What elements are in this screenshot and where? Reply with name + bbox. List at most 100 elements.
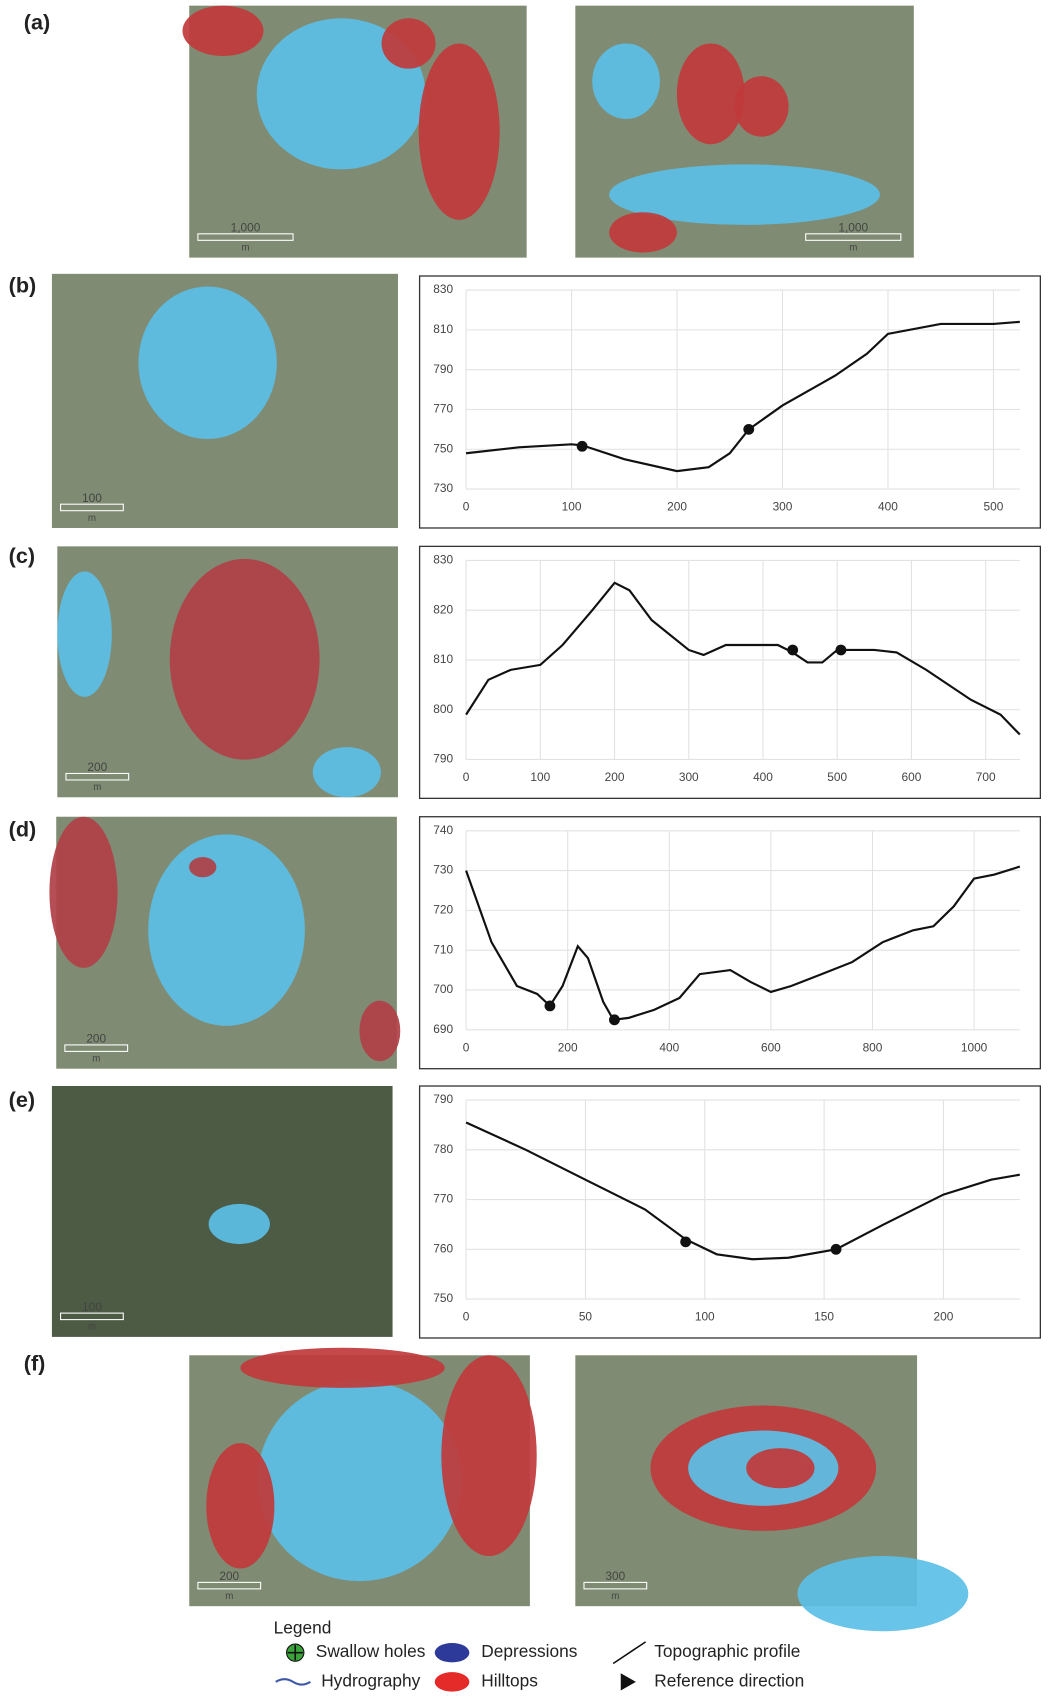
y-tick-label: 760: [433, 1241, 453, 1255]
map-region: [797, 1556, 968, 1631]
map-region: [138, 287, 276, 439]
x-tick-label: 800: [863, 1040, 883, 1054]
x-tick-label: 200: [558, 1040, 578, 1054]
legend-label: Topographic profile: [654, 1641, 800, 1661]
map-region: [359, 1001, 400, 1061]
x-tick-label: 50: [579, 1310, 593, 1324]
y-tick-label: 750: [433, 441, 453, 455]
scale-value: 100: [82, 1300, 102, 1314]
legend-swatch: [276, 1679, 311, 1684]
y-tick-label: 820: [433, 602, 453, 616]
chart-frame: [420, 546, 1041, 798]
map-region: [170, 559, 320, 760]
scale-unit: m: [93, 782, 101, 793]
map-region: [183, 6, 264, 56]
panel-label: (a): [24, 10, 50, 35]
profile-point: [609, 1014, 620, 1025]
x-tick-label: 600: [902, 770, 922, 784]
y-tick-label: 750: [433, 1291, 453, 1305]
chart-frame: [420, 817, 1041, 1069]
scale-value: 1,000: [838, 221, 868, 235]
scale-unit: m: [241, 242, 249, 253]
profile-point: [787, 645, 798, 656]
profile-point: [680, 1236, 691, 1247]
y-tick-label: 770: [433, 402, 453, 416]
y-tick-label: 730: [433, 863, 453, 877]
y-tick-label: 690: [433, 1022, 453, 1036]
y-tick-label: 730: [433, 481, 453, 495]
x-tick-label: 300: [773, 500, 793, 514]
y-tick-label: 710: [433, 942, 453, 956]
scale-unit: m: [92, 1054, 100, 1065]
scale-value: 300: [605, 1569, 625, 1583]
x-tick-label: 400: [753, 770, 773, 784]
x-tick-label: 100: [530, 770, 550, 784]
map-region: [609, 212, 677, 252]
y-tick-label: 830: [433, 553, 453, 567]
x-tick-label: 200: [934, 1310, 954, 1324]
map-region: [441, 1355, 536, 1556]
map-region: [240, 1348, 444, 1388]
profile-point: [545, 1000, 556, 1011]
profile-point: [577, 441, 588, 452]
x-tick-label: 500: [827, 770, 847, 784]
x-tick-label: 0: [463, 770, 470, 784]
scale-value: 1,000: [231, 221, 261, 235]
legend-swatch: [621, 1673, 636, 1690]
scale-unit: m: [849, 242, 857, 253]
y-tick-label: 740: [433, 823, 453, 837]
chart-frame: [420, 276, 1041, 528]
map-region: [677, 43, 745, 144]
legend-title: Legend: [274, 1617, 332, 1637]
y-tick-label: 790: [433, 1092, 453, 1106]
scale-unit: m: [88, 1322, 96, 1333]
profile-point: [831, 1244, 842, 1255]
x-tick-label: 100: [562, 500, 582, 514]
x-tick-label: 200: [605, 770, 625, 784]
y-tick-label: 790: [433, 752, 453, 766]
scale-value: 200: [86, 1032, 106, 1046]
y-tick-label: 800: [433, 702, 453, 716]
figure: (a) (b) (c) (d) (e) (f) 1,000 m 1,000 m 100 m 200 m 20…: [0, 0, 1049, 1707]
map-region: [49, 817, 117, 968]
x-tick-label: 400: [659, 1040, 679, 1054]
x-tick-label: 1000: [961, 1040, 988, 1054]
x-tick-label: 0: [463, 500, 470, 514]
map-region: [209, 1204, 270, 1244]
y-tick-label: 700: [433, 982, 453, 996]
panel-label: (d): [9, 817, 37, 842]
y-tick-label: 830: [433, 282, 453, 296]
x-tick-label: 600: [761, 1040, 781, 1054]
y-tick-label: 810: [433, 652, 453, 666]
legend-label: Swallow holes: [316, 1641, 426, 1661]
x-tick-label: 300: [679, 770, 699, 784]
x-tick-label: 700: [976, 770, 996, 784]
map-region: [148, 834, 305, 1026]
map-region: [382, 18, 436, 68]
map-region: [189, 857, 216, 877]
x-tick-label: 200: [667, 500, 687, 514]
scale-value: 100: [82, 491, 102, 505]
map-region: [57, 571, 112, 696]
scale-value: 200: [219, 1569, 239, 1583]
panel-label: (c): [9, 543, 35, 568]
x-tick-label: 0: [463, 1040, 470, 1054]
panel-label: (e): [9, 1087, 35, 1112]
y-tick-label: 720: [433, 903, 453, 917]
x-tick-label: 400: [878, 500, 898, 514]
profile-point: [836, 645, 847, 656]
legend-swatch: [435, 1672, 470, 1691]
scale-unit: m: [225, 1591, 233, 1602]
legend-label: Depressions: [481, 1641, 577, 1661]
legend-swatch: [435, 1643, 470, 1662]
map-region: [206, 1443, 274, 1568]
scale-unit: m: [611, 1591, 619, 1602]
x-tick-label: 150: [814, 1310, 834, 1324]
chart-frame: [420, 1086, 1041, 1338]
panel-label: (b): [9, 273, 37, 298]
panel-label: (f): [24, 1351, 46, 1376]
scale-unit: m: [88, 513, 96, 524]
map-region: [257, 1380, 461, 1581]
map-region: [592, 43, 660, 119]
map-region: [419, 43, 500, 219]
